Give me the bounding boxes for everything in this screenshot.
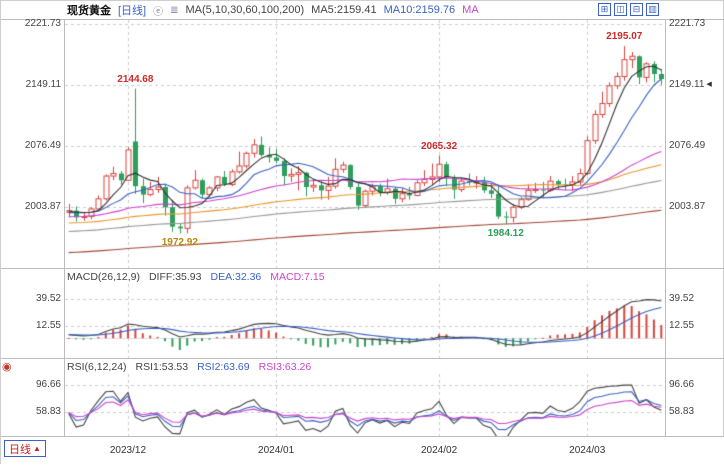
- macd-dea-readout: DEA:32.36: [210, 270, 262, 283]
- macd-axis-label: 39.52: [35, 293, 61, 305]
- x-axis-bar: 日线 ▲: [1, 437, 724, 465]
- price-annotation: 1984.12: [487, 228, 524, 240]
- macd-diff-readout: DIFF:35.93: [148, 270, 202, 283]
- layout-columns-icon[interactable]: ▥: [646, 3, 659, 16]
- ma-settings-label[interactable]: MA(5,10,30,60,100,200): [185, 4, 305, 16]
- ma30-readout-truncated: MA: [462, 4, 479, 16]
- macd-panel: [65, 284, 665, 358]
- price-axis-label: 2149.11 ◀: [669, 78, 712, 90]
- rsi-axis-label: 58.83: [35, 405, 61, 417]
- period-button[interactable]: 日线 ▲: [4, 440, 46, 457]
- price-chart-canvas[interactable]: [65, 20, 665, 268]
- rsi-panel: [65, 374, 665, 436]
- alert-badge-icon[interactable]: ◉: [2, 361, 12, 373]
- rsi-header: RSI(6,12,24) RSI1:53.53 RSI2:63.69 RSI3:…: [67, 359, 653, 374]
- rsi3-readout: RSI3:63.26: [258, 360, 312, 373]
- x-axis-label: 2024/01: [258, 445, 295, 456]
- current-price-arrow-icon: ◀: [706, 80, 712, 88]
- symbol-name[interactable]: 现货黄金: [67, 5, 111, 17]
- price-annotation: 2144.68: [117, 73, 154, 85]
- price-annotation: 2065.32: [420, 140, 458, 152]
- up-triangle-icon: ▲: [33, 444, 41, 453]
- price-axis-label: 2221.73: [24, 17, 61, 29]
- rsi-axis-label: 96.66: [35, 378, 61, 390]
- indicator-list-icon[interactable]: ≣: [170, 4, 179, 16]
- macd-axis-label: 39.52: [669, 293, 695, 305]
- price-panel: [65, 20, 665, 268]
- x-axis-label: 2024/02: [420, 445, 458, 456]
- panel-divider: [1, 358, 724, 359]
- rsi2-readout: RSI2:63.69: [197, 360, 250, 373]
- panel-divider: [1, 268, 724, 269]
- price-axis-label: 2076.49: [24, 140, 61, 152]
- panel-divider: [1, 19, 724, 20]
- price-axis-label: 2076.49: [669, 140, 706, 152]
- price-axis-label: 2003.87: [24, 201, 61, 213]
- chart-header: 现货黄金 [日线] ⓔ ≣ MA(5,10,30,60,100,200) MA5…: [1, 1, 723, 19]
- macd-chart-canvas[interactable]: [65, 284, 665, 358]
- edit-icon[interactable]: ⓔ: [153, 6, 164, 18]
- x-axis-label: 2024/03: [569, 445, 606, 456]
- rsi1-readout: RSI1:53.53: [135, 360, 189, 373]
- ma10-readout: MA10:2159.76: [383, 4, 456, 16]
- rsi-chart-canvas[interactable]: [65, 374, 665, 436]
- panel-divider: [1, 436, 724, 437]
- rsi-settings-label[interactable]: RSI(6,12,24): [67, 360, 127, 373]
- layout-rows-icon[interactable]: ⊟: [630, 3, 643, 16]
- rsi-axis-label: 96.66: [669, 378, 695, 390]
- layout-grid-icon[interactable]: ⊞: [598, 3, 611, 16]
- rsi-axis-label: 58.83: [669, 405, 695, 417]
- period-button-label: 日线: [9, 443, 31, 456]
- macd-hist-readout: MACD:7.15: [270, 270, 325, 283]
- macd-axis-label: 12.55: [35, 319, 61, 331]
- layout-toolbar: ⊞ ◫ ⊟ ▥: [598, 3, 659, 16]
- plot-border-right: [665, 19, 666, 437]
- macd-header: MACD(26,12,9) DIFF:35.93 DEA:32.36 MACD:…: [67, 269, 653, 284]
- price-axis-label: 2149.11: [25, 78, 61, 90]
- ma5-readout: MA5:2159.41: [311, 4, 377, 16]
- macd-axis-label: 12.55: [669, 319, 695, 331]
- period-tag[interactable]: [日线]: [118, 5, 147, 17]
- x-axis-label: 2023/12: [109, 445, 147, 456]
- plot-border-left: [64, 19, 65, 437]
- layout-split-icon[interactable]: ◫: [614, 3, 627, 16]
- price-axis-label: 2003.87: [669, 201, 706, 213]
- macd-settings-label[interactable]: MACD(26,12,9): [67, 270, 140, 283]
- price-annotation: 1972.92: [161, 237, 198, 249]
- price-axis-label: 2221.73: [669, 17, 706, 29]
- price-annotation: 2195.07: [606, 31, 643, 43]
